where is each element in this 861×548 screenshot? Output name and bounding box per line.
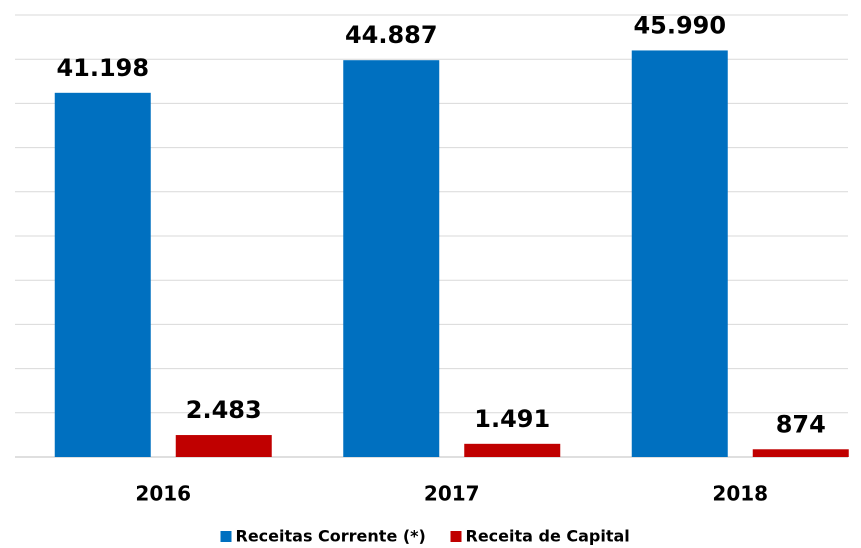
legend-label: Receita de Capital <box>466 527 630 546</box>
legend-label: Receitas Corrente (*) <box>236 527 426 546</box>
bar <box>631 50 728 458</box>
bar <box>54 92 151 457</box>
x-tick-label: 2016 <box>135 482 191 506</box>
legend-swatch <box>220 531 232 542</box>
data-label: 44.887 <box>345 21 438 49</box>
data-label: 45.990 <box>633 11 726 39</box>
x-tick-label: 2017 <box>424 482 480 506</box>
bar <box>343 60 440 458</box>
legend-swatch <box>450 531 462 542</box>
data-label: 1.491 <box>474 405 550 433</box>
data-label: 874 <box>776 410 826 438</box>
bar <box>464 443 561 457</box>
bar <box>175 435 272 457</box>
bar <box>752 449 849 457</box>
data-label: 2.483 <box>186 396 262 424</box>
data-label: 41.198 <box>56 54 149 82</box>
x-tick-label: 2018 <box>712 482 768 506</box>
